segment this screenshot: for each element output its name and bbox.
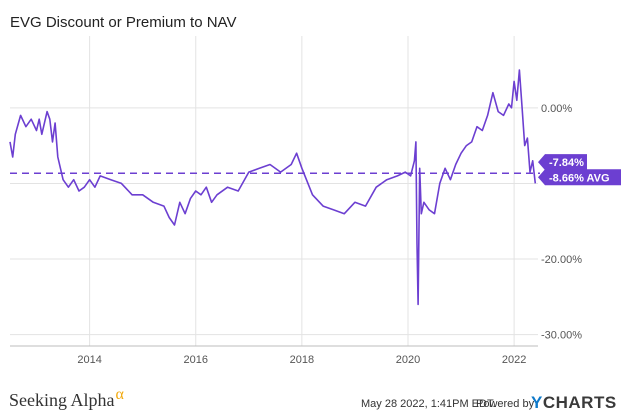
x-tick-label: 2018: [290, 354, 314, 366]
last-value-tag: -7.84%: [538, 154, 587, 171]
ycharts-logo: YCHARTS: [531, 393, 617, 413]
grid: [10, 36, 538, 346]
value-tags: -7.84% -8.66% AVG: [538, 154, 621, 186]
avg-value-tag-label: -8.66% AVG: [549, 172, 610, 184]
last-value-tag-label: -7.84%: [549, 157, 584, 169]
timestamp: May 28 2022, 1:41PM EDT.: [361, 398, 496, 410]
seeking-alpha-logo: Seeking Alphaα: [9, 386, 124, 411]
ycharts-text: CHARTS: [542, 393, 617, 412]
y-tick-label: -30.00%: [541, 330, 582, 342]
y-axis: 0.00% -20.00% -30.00%: [541, 103, 582, 342]
chart[interactable]: 2014 2016 2018 2020 2022 0.00% -20.00% -30.00%…: [0, 0, 635, 395]
ycharts-y: Y: [531, 393, 543, 412]
alpha-symbol: α: [115, 386, 124, 403]
brand-name: Seeking Alpha: [9, 390, 115, 410]
powered-by-label: Powered by: [476, 398, 535, 410]
chart-title: EVG Discount or Premium to NAV: [10, 14, 237, 31]
x-tick-label: 2020: [396, 354, 420, 366]
avg-value-tag-box: [538, 169, 621, 186]
series: [9, 69, 537, 306]
y-tick-label: 0.00%: [541, 103, 572, 115]
x-tick-label: 2016: [183, 354, 207, 366]
x-axis: 2014 2016 2018 2020 2022: [77, 354, 526, 366]
y-tick-label: -20.00%: [541, 254, 582, 266]
x-tick-label: 2014: [77, 354, 101, 366]
x-tick-label: 2022: [502, 354, 526, 366]
last-value-tag-box: [538, 154, 587, 171]
avg-value-tag: -8.66% AVG: [538, 169, 621, 186]
series-line: [9, 69, 537, 306]
